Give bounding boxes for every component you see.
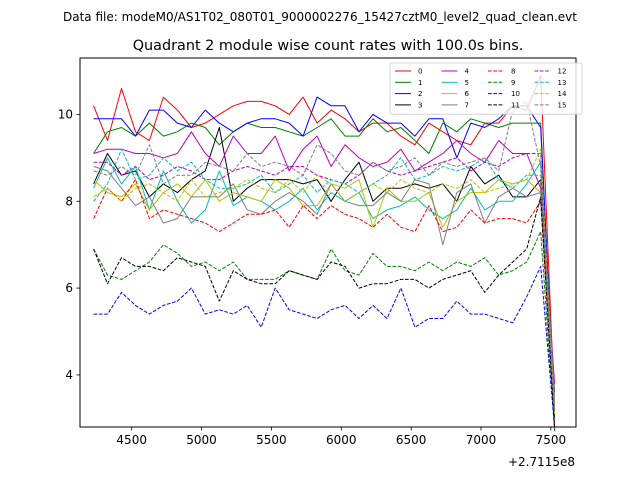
legend-label-2: 2 xyxy=(418,90,422,98)
legend-label-11: 11 xyxy=(511,101,520,109)
series-line-13 xyxy=(93,148,556,415)
series-line-2 xyxy=(93,96,556,415)
x-tick-label: 4500 xyxy=(116,433,147,447)
plot-frame xyxy=(79,57,577,428)
x-tick-label: 5500 xyxy=(256,433,287,447)
legend-label-15: 15 xyxy=(558,101,567,109)
series-line-15 xyxy=(93,100,556,410)
y-tick-label: 4 xyxy=(65,368,73,382)
legend-label-0: 0 xyxy=(418,68,422,76)
x-tick-label: 6500 xyxy=(396,433,427,447)
series-line-4 xyxy=(93,131,556,384)
chart-suptitle: Data file: modeM0/AS1T02_080T01_90000022… xyxy=(63,10,577,24)
legend-label-7: 7 xyxy=(465,101,469,109)
legend-label-1: 1 xyxy=(418,79,422,87)
legend-label-9: 9 xyxy=(511,79,515,87)
y-tick-label: 8 xyxy=(65,194,73,208)
legend-label-5: 5 xyxy=(465,79,469,87)
legend-label-10: 10 xyxy=(511,90,520,98)
x-tick-label: 6000 xyxy=(326,433,357,447)
series-line-0 xyxy=(93,74,556,410)
legend-box xyxy=(389,62,583,115)
chart-title: Quadrant 2 module wise count rates with … xyxy=(133,38,524,54)
series-line-1 xyxy=(93,118,556,419)
y-tick-label: 6 xyxy=(65,281,73,295)
legend-label-6: 6 xyxy=(465,90,470,98)
series-line-7 xyxy=(93,166,556,397)
x-tick-label: 7000 xyxy=(466,433,497,447)
series-line-6 xyxy=(93,179,556,406)
series-line-11 xyxy=(93,196,556,428)
series-line-5 xyxy=(93,157,556,402)
x-offset-label: +2.7115e8 xyxy=(508,455,575,469)
x-tick-label: 7500 xyxy=(536,433,567,447)
series-line-8 xyxy=(93,179,556,428)
legend-label-12: 12 xyxy=(558,68,567,76)
legend-label-13: 13 xyxy=(558,79,567,87)
series-line-14 xyxy=(93,148,556,415)
x-tick-label: 5000 xyxy=(186,433,217,447)
legend-label-8: 8 xyxy=(511,68,515,76)
legend-label-3: 3 xyxy=(418,101,422,109)
series-line-9 xyxy=(93,231,556,432)
series-layer xyxy=(93,74,556,432)
y-tick-label: 10 xyxy=(58,107,73,121)
series-line-12 xyxy=(93,153,556,415)
legend-label-14: 14 xyxy=(558,90,567,98)
legend-label-4: 4 xyxy=(465,68,470,76)
series-line-10 xyxy=(93,265,556,428)
